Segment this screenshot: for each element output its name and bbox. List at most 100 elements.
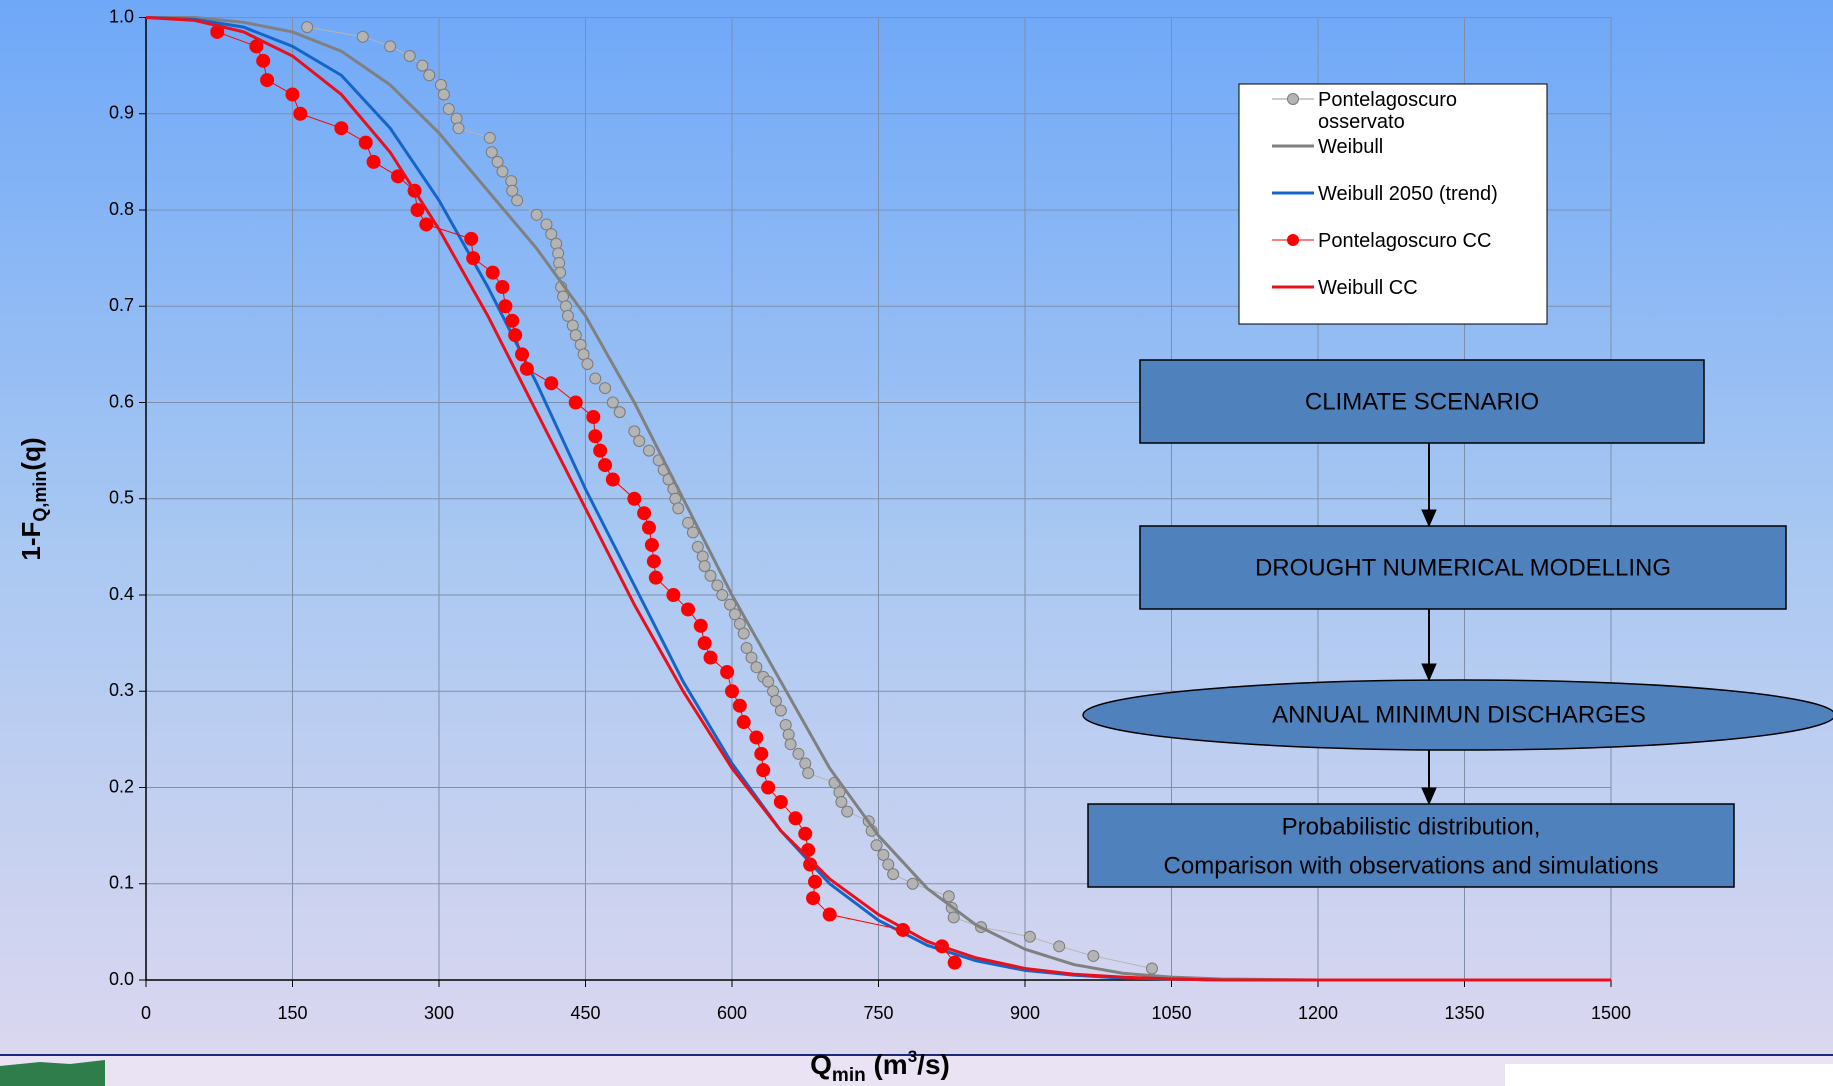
x-tick-label: 750 [863, 1003, 893, 1023]
x-tick-label: 450 [570, 1003, 600, 1023]
data-point [756, 763, 771, 778]
x-tick-label: 600 [717, 1003, 747, 1023]
data-point [260, 73, 275, 88]
flow-label: CLIMATE SCENARIO [1305, 388, 1539, 415]
y-tick-label: 0.2 [109, 776, 134, 796]
flow-box [1139, 359, 1705, 444]
y-label-sub: Q,min [30, 471, 50, 522]
data-point [366, 154, 381, 169]
data-point [703, 650, 718, 665]
data-point [802, 767, 815, 780]
data-point [646, 554, 661, 569]
data-point [633, 435, 646, 447]
legend-label: Weibull [1318, 136, 1383, 158]
data-point [256, 53, 271, 68]
data-point [358, 135, 373, 150]
y-tick-label: 0.5 [109, 488, 134, 508]
data-point [672, 502, 685, 515]
flow-label: Comparison with observations and simulat… [1164, 852, 1659, 879]
data-point [798, 826, 813, 841]
x-tick-label: 150 [277, 1003, 307, 1023]
data-point [745, 651, 758, 664]
data-point [293, 106, 308, 121]
data-point [704, 569, 717, 582]
data-point [505, 313, 520, 328]
data-point [599, 382, 612, 395]
data-point [724, 598, 737, 611]
data-point [544, 376, 559, 391]
data-point [716, 589, 729, 601]
data-point [403, 50, 416, 62]
data-point [301, 21, 314, 34]
y-tick-label: 0.6 [109, 391, 134, 411]
legend-label: Weibull CC [1318, 277, 1418, 299]
x-label-unit: (m [866, 1049, 908, 1080]
x-tick-label: 300 [424, 1003, 454, 1023]
data-point [559, 300, 572, 313]
data-point [711, 579, 724, 592]
x-label-unit-end: /s) [917, 1049, 950, 1080]
data-point [508, 328, 523, 343]
data-point [598, 458, 613, 473]
legend-marker [1287, 93, 1299, 105]
data-point [581, 358, 594, 370]
y-tick-label: 0.9 [109, 103, 134, 123]
legend-label: Pontelagoscuro CC [1318, 230, 1491, 252]
data-point [419, 217, 434, 232]
data-point [606, 396, 619, 409]
data-point [666, 588, 681, 602]
data-point [822, 907, 837, 922]
y-tick-label: 0.0 [109, 969, 134, 989]
legend [1238, 83, 1548, 325]
data-point [423, 69, 436, 82]
data-point [696, 550, 709, 563]
x-tick-label: 0 [141, 1003, 151, 1023]
y-label-tail: (q) [16, 437, 46, 470]
y-tick-label: 0.4 [109, 584, 134, 604]
data-point [410, 203, 425, 217]
x-tick-label: 1200 [1298, 1003, 1338, 1023]
data-point [737, 627, 750, 640]
data-point [561, 309, 574, 322]
data-point [1087, 949, 1100, 962]
data-point [540, 218, 553, 231]
data-point [773, 794, 788, 809]
data-point [750, 661, 763, 674]
data-point [870, 839, 883, 852]
data-point [568, 395, 583, 410]
data-point [550, 237, 563, 250]
flow-arrowhead [1421, 509, 1437, 528]
plot [145, 16, 1611, 982]
y-axis-label: 1-FQ,min(q) [16, 437, 50, 560]
data-point [586, 409, 601, 424]
x-axis-label: Qmin (m3/s) [810, 1047, 950, 1086]
x-tick-label: 900 [1010, 1003, 1040, 1023]
data-point [697, 636, 712, 651]
data-point [691, 540, 704, 553]
x-tick-label: 1050 [1151, 1003, 1191, 1023]
data-point [442, 102, 455, 115]
data-point [1145, 962, 1158, 975]
flow-label: ANNUAL MINIMUN DISCHARGES [1272, 701, 1646, 728]
data-point [841, 805, 854, 818]
data-point [698, 560, 711, 573]
legend-marker [1287, 234, 1299, 246]
y-label-main: 1-F [16, 522, 46, 561]
legend-label: Pontelagoscuro osservato [1318, 89, 1457, 133]
data-point [749, 730, 764, 745]
data-point [740, 641, 753, 654]
data-point [648, 570, 663, 585]
data-point [728, 608, 741, 621]
flow-box [1139, 525, 1787, 610]
data-point [1053, 940, 1066, 953]
data-point [769, 694, 782, 707]
data-point [761, 780, 776, 795]
data-point [693, 618, 708, 633]
data-point [784, 738, 797, 751]
data-point [882, 858, 895, 871]
logo [0, 1060, 105, 1086]
x-tick-label: 1500 [1591, 1003, 1631, 1023]
data-point [686, 526, 699, 539]
